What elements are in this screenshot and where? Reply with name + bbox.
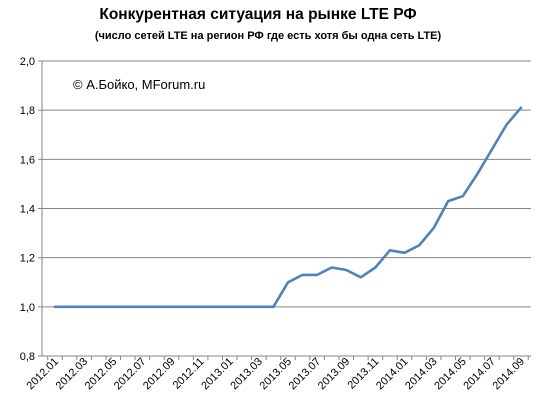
y-tick-label: 1,2: [20, 253, 35, 265]
y-tick-label: 1,6: [20, 154, 35, 166]
y-tick-label: 1,4: [20, 204, 35, 216]
y-tick-label: 2,0: [20, 56, 35, 68]
y-tick-labels: 0,8 1,0 1,2 1,4 1,6 1,8 2,0: [20, 56, 42, 363]
chart-subtitle: (число сетей LTE на регион РФ где есть х…: [94, 30, 442, 42]
x-tick-label: 2013.09: [316, 356, 353, 393]
x-tick-labels: 2012.012012.032012.052012.072012.092012.…: [25, 356, 529, 393]
y-tick-label: 1,0: [20, 302, 35, 314]
x-tick-label: 2012.09: [141, 356, 178, 393]
y-tick-label: 0,8: [20, 351, 35, 363]
y-tick-label: 1,8: [20, 105, 35, 117]
copyright-annotation: © А.Бойко, MForum.ru: [73, 77, 205, 92]
gridlines: [42, 60, 531, 308]
chart-title: Конкурентная ситуация на рынке LTE РФ: [99, 6, 417, 23]
x-tick-label: 2014.09: [491, 356, 528, 393]
series-line: [53, 106, 523, 309]
